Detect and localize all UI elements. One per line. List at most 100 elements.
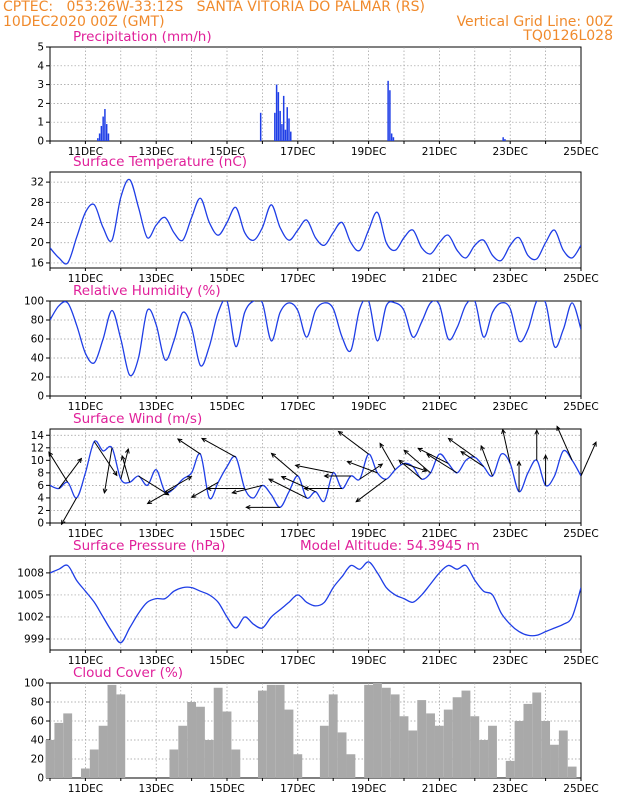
wind-arrowhead xyxy=(77,457,83,464)
y-tick-label: 2 xyxy=(37,98,44,110)
wind-vector xyxy=(103,447,113,494)
y-tick-label: 4 xyxy=(37,492,44,504)
cloud-bar xyxy=(390,694,400,778)
precip-bar xyxy=(100,125,103,141)
precip-bar xyxy=(282,95,285,141)
wind-arrowhead xyxy=(543,454,549,460)
wind-arrowhead xyxy=(303,486,309,491)
wind-vector xyxy=(403,449,431,474)
x-tick-label: 25DEC xyxy=(563,528,598,540)
y-tick-label: 100 xyxy=(24,296,44,308)
model-code: TQ0126L028 xyxy=(523,28,613,44)
y-tick-label: 0 xyxy=(37,773,44,785)
cloud-bar xyxy=(443,709,453,778)
y-tick-label: 6 xyxy=(37,480,44,492)
panel-subtitle: Model Altitude: 54.3945 m xyxy=(300,538,480,554)
wind-vector xyxy=(271,453,299,477)
wind-arrowhead xyxy=(280,476,287,481)
wind-arrowhead xyxy=(346,460,352,466)
cloud-bar xyxy=(98,725,108,778)
precip-bar xyxy=(102,116,104,141)
y-tick-label: 40 xyxy=(31,735,44,747)
wind-arrowhead xyxy=(516,460,522,466)
panel-title: Precipitation (mm/h) xyxy=(73,29,212,45)
wind-vector xyxy=(556,426,573,461)
grid-line-note: Vertical Grid Line: 00Z xyxy=(456,14,613,30)
precip-bar xyxy=(275,84,278,141)
x-tick-label: 19DEC xyxy=(351,401,386,413)
wind-vector xyxy=(338,431,369,455)
x-tick-label: 13DEC xyxy=(138,528,173,540)
wind-vector xyxy=(403,462,427,472)
x-tick-label: 15DEC xyxy=(209,401,244,413)
y-tick-label: 5 xyxy=(37,42,44,54)
panel-1: 0 1 2 3 4 5 11DEC 13DEC 15DEC 17DEC 19DEC 21DEC 23DE… xyxy=(37,29,598,158)
cloud-bar xyxy=(231,749,241,778)
wind-vector xyxy=(480,445,493,477)
panel-2: 16 20 24 28 32 11DEC 13DEC 15DEC 17DEC 19DEC 21DEC… xyxy=(31,154,599,285)
wind-arrowhead xyxy=(270,452,276,458)
wind-arrowhead xyxy=(403,449,409,455)
y-tick-label: 80 xyxy=(31,697,44,709)
wind-arrowhead xyxy=(112,470,118,477)
cloud-bar xyxy=(178,725,188,778)
x-tick-label: 17DEC xyxy=(280,273,315,285)
wind-arrowhead xyxy=(417,447,423,453)
x-tick-label: 13DEC xyxy=(138,146,173,158)
wind-arrowhead xyxy=(48,451,53,457)
wind-vector xyxy=(398,459,423,480)
y-tick-label: 4 xyxy=(37,60,44,72)
panel-frame xyxy=(49,682,582,779)
station-title: CPTEC: 053:26W-33:12S SANTA VITORIA DO P… xyxy=(3,0,426,15)
cloud-bar xyxy=(80,768,90,778)
y-tick-label: 100 xyxy=(24,678,44,690)
cloud-bar xyxy=(107,684,117,778)
panel-title: Relative Humidity (%) xyxy=(73,283,221,299)
x-tick-label: 21DEC xyxy=(422,783,457,795)
wind-vector xyxy=(58,458,82,489)
wind-arrowhead xyxy=(294,463,301,469)
x-tick-label: 21DEC xyxy=(422,401,457,413)
wind-vector xyxy=(121,455,131,483)
panel-frame xyxy=(49,428,582,524)
y-tick-label: 80 xyxy=(31,315,44,327)
precip-bar xyxy=(98,133,101,141)
y-tick-label: 10 xyxy=(31,455,44,467)
wind-arrowhead xyxy=(592,441,597,447)
cloud-bar xyxy=(293,754,303,778)
wind-arrowhead xyxy=(501,428,506,435)
cloud-bar xyxy=(266,684,276,778)
y-tick-label: 20 xyxy=(31,754,44,766)
y-tick-label: 0 xyxy=(37,136,44,148)
cloud-bar xyxy=(523,703,533,778)
wind-arrowhead xyxy=(200,437,207,443)
wind-arrowhead xyxy=(60,519,66,526)
wind-arrowhead xyxy=(323,473,329,479)
wind-arrowhead xyxy=(422,467,428,473)
cloud-bar xyxy=(319,725,329,778)
y-tick-label: 999 xyxy=(24,633,44,645)
precip-bar xyxy=(502,137,504,141)
cloud-bar xyxy=(213,687,223,778)
cloud-bar xyxy=(54,722,64,778)
y-tick-label: 20 xyxy=(31,237,44,249)
x-tick-label: 19DEC xyxy=(351,273,386,285)
wind-arrowhead xyxy=(355,497,361,503)
cloud-bar xyxy=(222,711,232,778)
x-tick-label: 17DEC xyxy=(280,146,315,158)
precip-bar xyxy=(387,80,389,141)
precip-bar xyxy=(288,118,290,141)
cloud-bar xyxy=(399,716,409,778)
x-tick-label: 23DEC xyxy=(492,655,527,667)
x-tick-label: 11DEC xyxy=(68,783,103,795)
x-tick-label: 25DEC xyxy=(563,655,598,667)
x-tick-label: 25DEC xyxy=(563,273,598,285)
panel-title: Cloud Cover (%) xyxy=(73,665,183,681)
x-tick-label: 15DEC xyxy=(209,783,244,795)
precip-bar xyxy=(281,124,283,141)
x-tick-label: 13DEC xyxy=(138,401,173,413)
wind-arrowhead xyxy=(337,430,344,436)
y-tick-label: 1002 xyxy=(17,611,44,623)
y-tick-label: 1005 xyxy=(17,589,44,601)
